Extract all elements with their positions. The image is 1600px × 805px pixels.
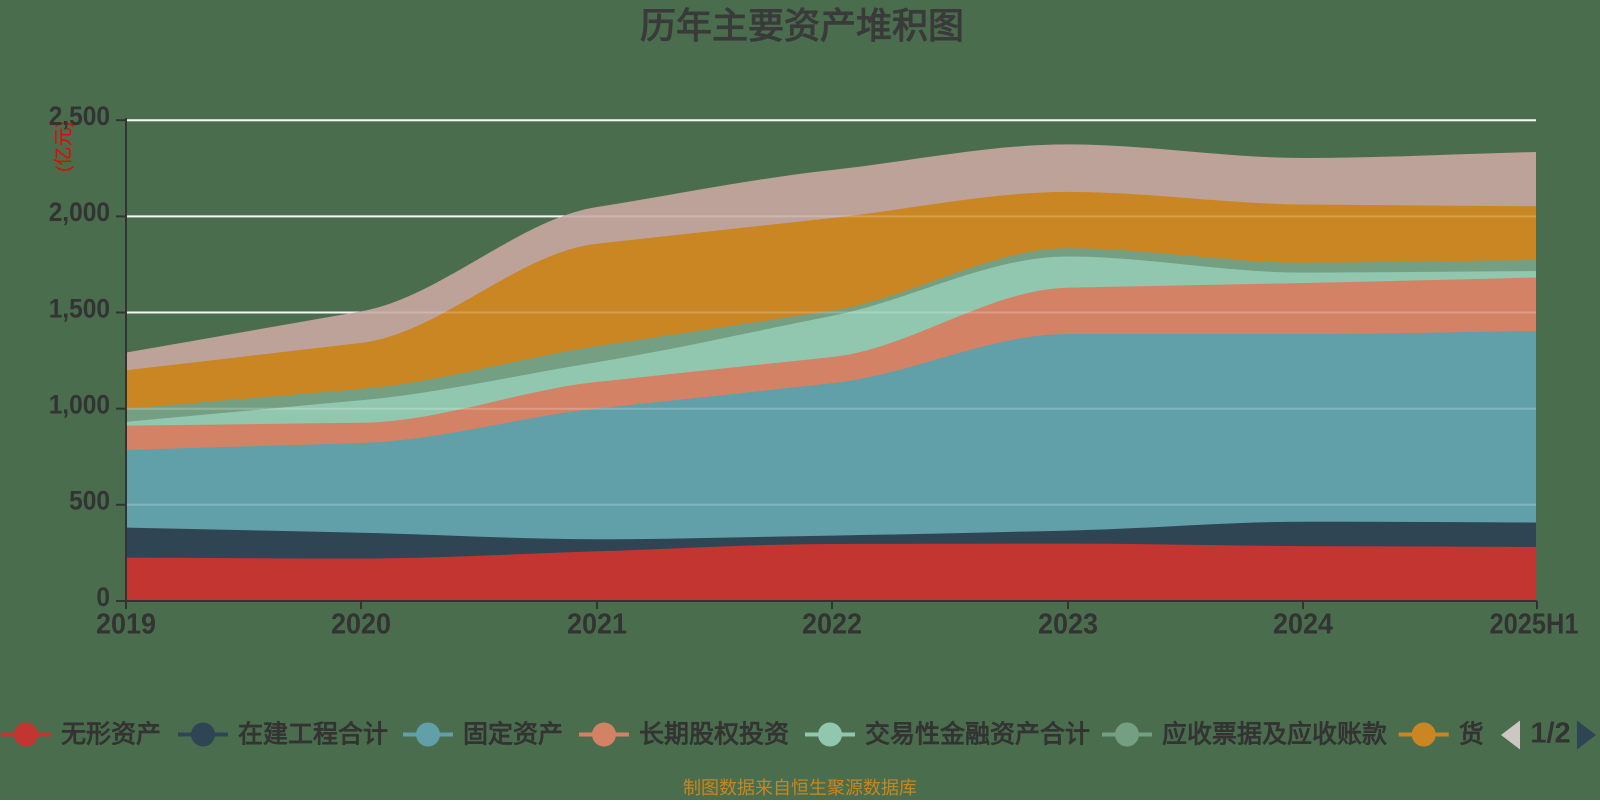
svg-text:交易性金融资产合计: 交易性金融资产合计 — [865, 720, 1090, 749]
svg-text:2019: 2019 — [96, 609, 156, 641]
svg-text:在建工程合计: 在建工程合计 — [238, 720, 388, 749]
svg-text:2021: 2021 — [567, 609, 627, 641]
svg-text:2,000: 2,000 — [49, 197, 110, 227]
svg-text:0: 0 — [96, 582, 110, 612]
svg-text:长期股权投资: 长期股权投资 — [639, 720, 789, 749]
svg-text:500: 500 — [69, 486, 110, 516]
svg-text:2,500: 2,500 — [49, 101, 110, 131]
svg-text:2024: 2024 — [1273, 609, 1333, 641]
svg-text:货: 货 — [1459, 720, 1484, 749]
svg-text:1,000: 1,000 — [49, 390, 110, 420]
svg-text:应收票据及应收账款: 应收票据及应收账款 — [1162, 720, 1388, 749]
svg-text:无形资产: 无形资产 — [61, 721, 161, 749]
svg-text:2022: 2022 — [802, 609, 862, 641]
svg-text:(亿元): (亿元) — [53, 121, 75, 172]
svg-text:2023: 2023 — [1038, 609, 1098, 641]
svg-text:固定资产: 固定资产 — [463, 720, 563, 749]
svg-text:制图数据来自恒生聚源数据库: 制图数据来自恒生聚源数据库 — [683, 778, 917, 798]
svg-text:历年主要资产堆积图: 历年主要资产堆积图 — [640, 5, 964, 46]
svg-text:1/2: 1/2 — [1530, 718, 1570, 750]
svg-text:2020: 2020 — [331, 609, 391, 641]
svg-text:2025H1: 2025H1 — [1490, 609, 1579, 641]
svg-text:1,500: 1,500 — [49, 293, 110, 323]
